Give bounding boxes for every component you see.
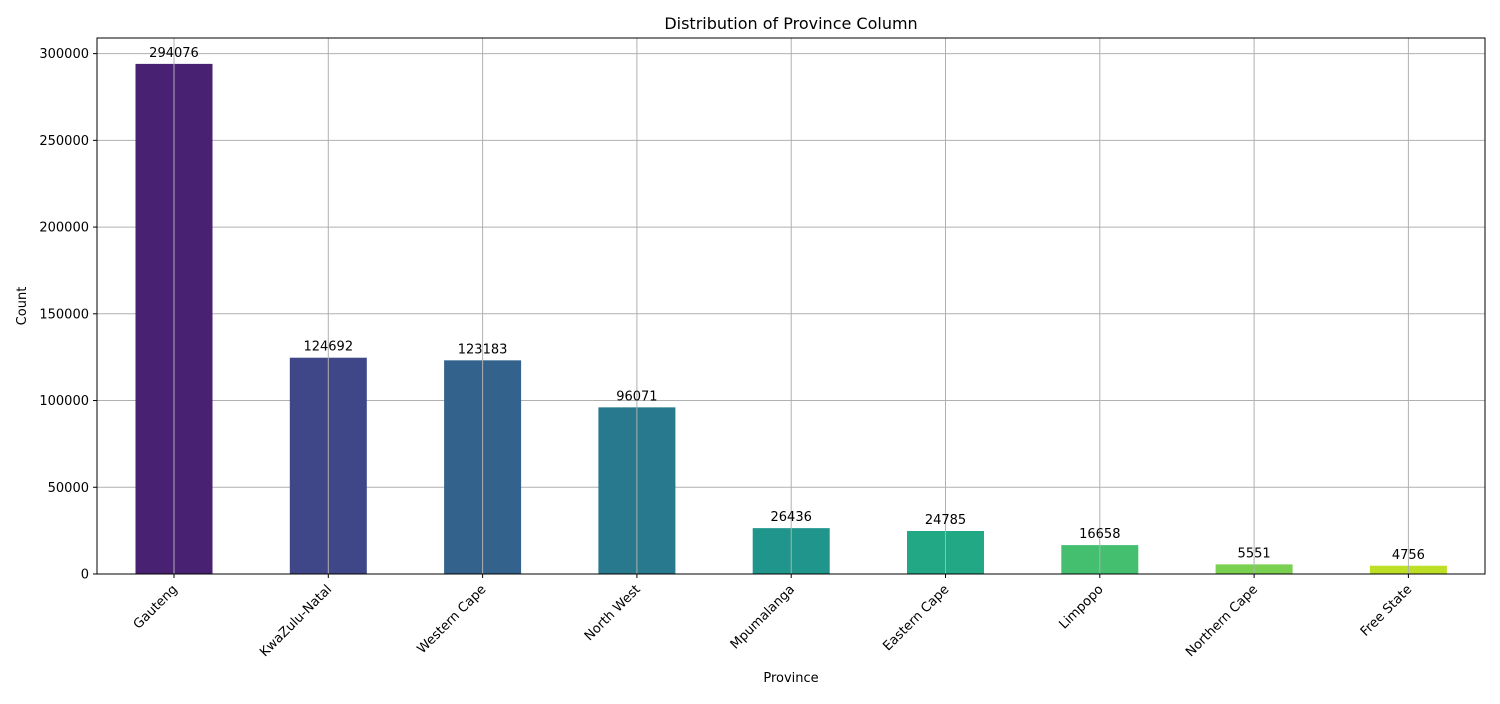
x-tick-label: Mpumalanga xyxy=(728,582,798,652)
chart-title: Distribution of Province Column xyxy=(664,14,917,33)
bar-value-label: 294076 xyxy=(149,46,199,61)
bar-value-label: 16658 xyxy=(1079,527,1120,542)
x-tick-label: Eastern Cape xyxy=(880,582,952,654)
y-tick-label: 150000 xyxy=(39,307,89,322)
x-axis-title: Province xyxy=(763,671,818,686)
y-axis-title: Count xyxy=(15,287,30,326)
x-axis-ticks: Gauteng KwaZulu-Natal Western Cape North We… xyxy=(131,574,1415,660)
x-tick-label: Free State xyxy=(1358,582,1415,639)
y-tick-label: 200000 xyxy=(39,221,89,236)
y-tick-label: 250000 xyxy=(39,134,89,149)
y-tick-label: 0 xyxy=(81,568,89,583)
bar-value-label: 4756 xyxy=(1392,548,1425,563)
bar-value-label: 96071 xyxy=(616,389,657,404)
x-tick-label: Western Cape xyxy=(415,582,490,657)
y-axis-ticks: 0 50000 100000 150000 200000 250000 300000 xyxy=(39,47,97,583)
bar-value-label: 5551 xyxy=(1238,546,1271,561)
x-tick-label: Northern Cape xyxy=(1183,582,1261,660)
bar-value-label: 123183 xyxy=(458,342,508,357)
value-labels-group: 294076 124692 123183 96071 26436 24785 16658 55… xyxy=(149,46,1425,563)
bar-value-label: 124692 xyxy=(303,340,353,355)
x-tick-label: KwaZulu-Natal xyxy=(257,582,335,660)
y-tick-label: 50000 xyxy=(48,481,89,496)
x-tick-label: North West xyxy=(582,582,644,644)
x-tick-label: Limpopo xyxy=(1056,582,1106,632)
x-tick-label: Gauteng xyxy=(131,582,181,632)
y-tick-label: 100000 xyxy=(39,394,89,409)
y-tick-label: 300000 xyxy=(39,47,89,62)
vertical-grid-lines xyxy=(173,38,1409,574)
bar-value-label: 24785 xyxy=(925,513,966,528)
bar-value-label: 26436 xyxy=(771,510,812,525)
